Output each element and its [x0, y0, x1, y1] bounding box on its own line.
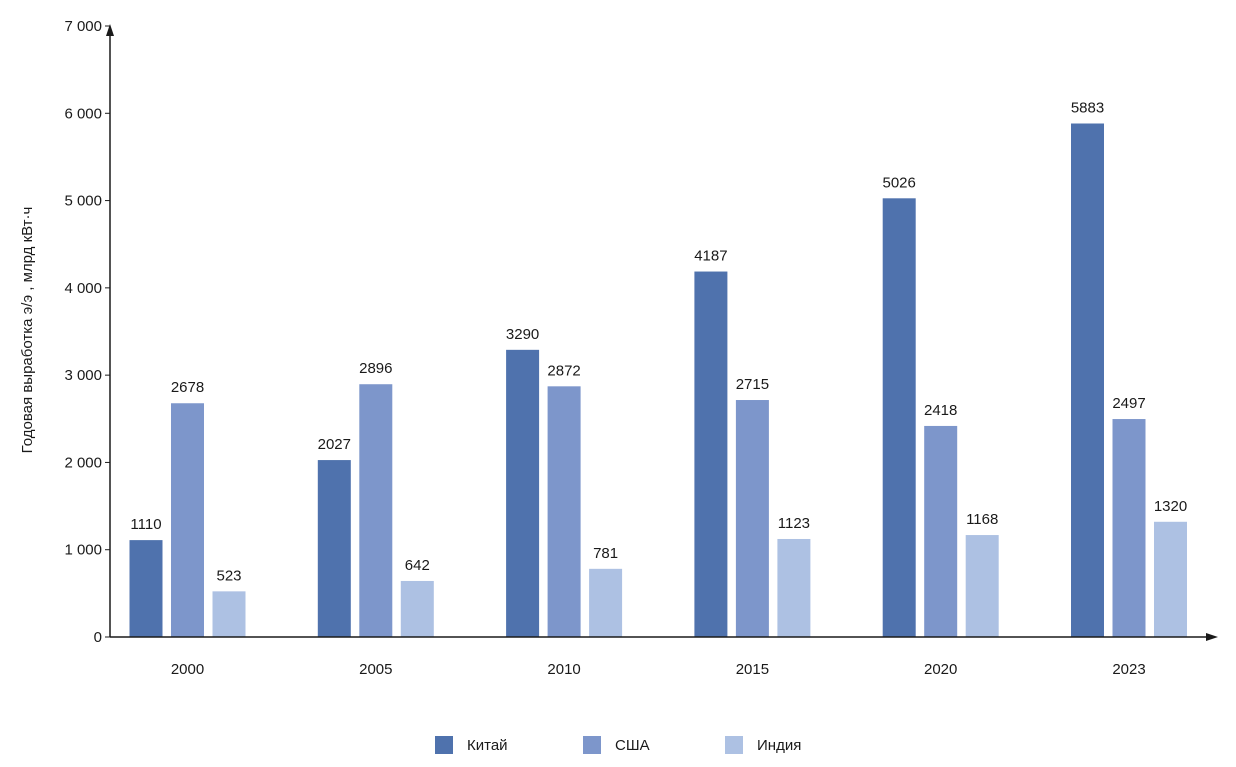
x-tick-label: 2010 [547, 661, 580, 678]
x-axis-arrow [1206, 633, 1218, 641]
legend-item-china: Китай [435, 736, 508, 754]
data-label: 2027 [318, 436, 351, 453]
data-label: 3290 [506, 326, 539, 343]
bar [317, 460, 351, 637]
data-label: 2715 [736, 376, 769, 393]
bar [1112, 419, 1146, 637]
x-tick-label: 2020 [924, 661, 957, 678]
bar [924, 425, 958, 637]
legend: Китай США Индия [0, 736, 1236, 760]
bar [694, 271, 728, 637]
y-tick-label: 4 000 [64, 280, 102, 297]
bar [547, 386, 581, 637]
bar [589, 568, 623, 637]
y-tick-label: 5 000 [64, 193, 102, 210]
bar [212, 591, 246, 637]
data-label: 5883 [1071, 99, 1104, 116]
legend-swatch-india [725, 736, 743, 754]
bar [171, 403, 204, 637]
bar [400, 580, 434, 637]
data-label: 2896 [359, 360, 392, 377]
legend-label-usa: США [615, 736, 650, 754]
bar [1071, 123, 1104, 637]
bar [1154, 521, 1187, 637]
y-tick-label: 1 000 [64, 542, 102, 559]
bar [735, 400, 769, 637]
data-label: 2418 [924, 402, 957, 419]
x-tick-label: 2015 [736, 661, 769, 678]
legend-item-india: Индия [725, 736, 801, 754]
legend-label-china: Китай [467, 736, 508, 754]
y-axis-arrow [106, 24, 114, 36]
x-tick-label: 2000 [171, 661, 204, 678]
data-label: 2678 [171, 379, 204, 396]
data-label: 642 [405, 557, 430, 574]
data-label: 523 [216, 567, 241, 584]
data-label: 4187 [694, 248, 727, 265]
bar [965, 535, 999, 637]
legend-swatch-usa [583, 736, 601, 754]
data-label: 1123 [778, 515, 810, 532]
y-axis-title: Годовая выработка э/э , млрд кВт·ч [19, 207, 36, 454]
data-label: 1110 [130, 516, 161, 533]
y-tick-label: 7 000 [64, 18, 102, 35]
y-axis-ticks: 0 1 000 2 000 3 000 4 000 5 000 6 000 7 000 [64, 18, 110, 646]
data-label: 2872 [547, 362, 580, 379]
bar [129, 540, 163, 637]
axes [106, 24, 1218, 641]
bar [882, 198, 916, 637]
x-tick-label: 2023 [1112, 661, 1145, 678]
legend-swatch-china [435, 736, 453, 754]
y-tick-label: 0 [94, 629, 102, 646]
bar [359, 384, 393, 637]
y-tick-label: 6 000 [64, 105, 102, 122]
x-tick-label: 2005 [359, 661, 392, 678]
data-label: 5026 [883, 174, 916, 191]
y-tick-label: 2 000 [64, 454, 102, 471]
data-label: 781 [593, 545, 618, 562]
bars-group [129, 123, 1187, 637]
legend-item-usa: США [583, 736, 650, 754]
y-tick-label: 3 000 [64, 367, 102, 384]
data-label: 1168 [966, 511, 998, 528]
bar [506, 349, 540, 637]
data-labels-group: 1110 2678 523 2027 2896 642 3290 2872 781 4187 271… [130, 99, 1187, 584]
bar [777, 538, 811, 637]
data-label: 2497 [1112, 395, 1145, 412]
data-label: 1320 [1154, 498, 1187, 515]
x-axis-categories: 2000 2005 2010 2015 2020 2023 [171, 661, 1146, 678]
legend-label-india: Индия [757, 736, 802, 754]
